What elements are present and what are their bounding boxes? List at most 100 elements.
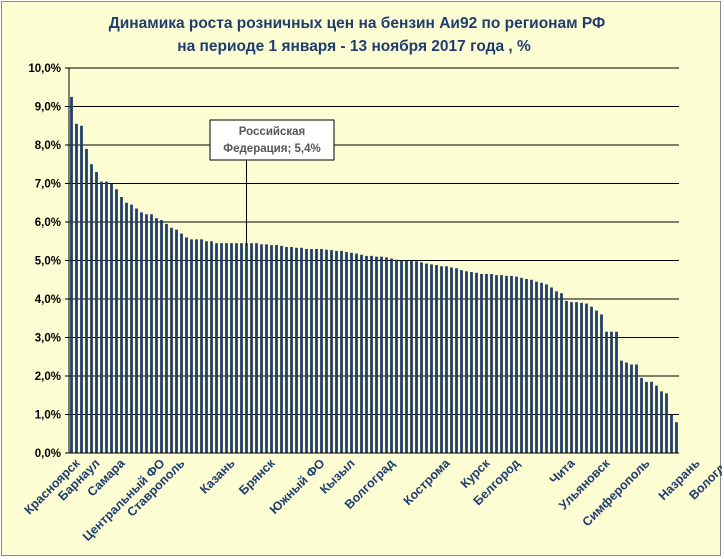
bar [245, 243, 248, 453]
bar [315, 248, 318, 453]
bar [470, 272, 473, 453]
bar [90, 164, 93, 453]
chart-title-line-1: Динамика роста розничных цен на бензин А… [109, 15, 606, 32]
bar [525, 278, 528, 453]
annotation-layer: Российская Федерация; 5,4% [209, 119, 335, 246]
bar [295, 247, 298, 453]
bar [670, 414, 673, 453]
y-tick-label: 8,0% [35, 140, 61, 152]
annotation-text: Российская [239, 126, 305, 138]
bar [420, 262, 423, 453]
bar [400, 260, 403, 453]
bar [650, 381, 653, 453]
bar [555, 291, 558, 453]
bar [510, 275, 513, 453]
bar [540, 282, 543, 453]
bar [235, 243, 238, 453]
y-tick-label: 7,0% [35, 179, 61, 191]
bar [155, 218, 158, 453]
bar [475, 272, 478, 453]
bar [405, 260, 408, 453]
axis-layer: 0,0% 1,0% 2,0% 3,0% 4,0% 5,0% 6,0% 7,0% 8,0% 9,0%… [28, 63, 679, 460]
y-tick-label: 10,0% [28, 63, 61, 75]
y-tick-label: 3,0% [35, 333, 61, 345]
bar [335, 250, 338, 453]
bar [230, 243, 233, 453]
bar [385, 257, 388, 453]
bar [660, 391, 663, 453]
y-tick-label: 2,0% [35, 371, 61, 383]
bar [225, 243, 228, 453]
bar [215, 243, 218, 453]
bar [145, 214, 148, 453]
bar [595, 310, 598, 453]
bar [440, 266, 443, 453]
bar [480, 273, 483, 453]
bar [360, 254, 363, 453]
bar [165, 223, 168, 453]
x-tick-label: Брянск [236, 456, 278, 498]
bar [140, 212, 143, 453]
y-tick-label: 0,0% [35, 448, 61, 460]
bar [205, 241, 208, 453]
x-tick-label: Казань [197, 456, 238, 497]
bar [255, 243, 258, 453]
bar [325, 249, 328, 453]
bar [305, 248, 308, 453]
bar [120, 196, 123, 453]
bar [200, 239, 203, 453]
bar [285, 247, 288, 453]
bar [330, 250, 333, 453]
bar [135, 208, 138, 453]
bar [515, 276, 518, 453]
bar [85, 148, 88, 453]
bar [575, 302, 578, 453]
bar [640, 377, 643, 453]
bar [350, 252, 353, 453]
bar [265, 244, 268, 453]
bar [300, 247, 303, 453]
y-tick-label: 9,0% [35, 102, 61, 114]
bar [500, 275, 503, 453]
bar [615, 331, 618, 453]
bar [605, 331, 608, 453]
bar [550, 287, 553, 453]
bar [240, 243, 243, 453]
bar [180, 233, 183, 453]
bar [290, 247, 293, 453]
bar [465, 271, 468, 453]
bar [185, 237, 188, 453]
bar [625, 362, 628, 453]
chart-title-line-2: на периоде 1 января - 13 ноября 2017 год… [177, 38, 531, 55]
bar [410, 260, 413, 453]
bar [110, 183, 113, 453]
bar [425, 263, 428, 453]
bar [665, 393, 668, 453]
bar [150, 214, 153, 453]
bar [95, 171, 98, 453]
bar [490, 273, 493, 453]
bar [75, 123, 78, 453]
bar [610, 331, 613, 453]
bar [505, 275, 508, 453]
bar [260, 244, 263, 453]
y-tick-label: 4,0% [35, 294, 61, 306]
bar [635, 364, 638, 453]
y-tick-label: 5,0% [35, 256, 61, 268]
bar [170, 227, 173, 453]
bar [365, 255, 368, 453]
bar [130, 204, 133, 453]
bar [530, 279, 533, 453]
bar [450, 267, 453, 453]
bar [80, 125, 83, 453]
annotation-text: Федерация; 5,4% [223, 143, 320, 155]
y-tick-label: 1,0% [35, 410, 61, 422]
bar [125, 202, 128, 453]
bar [580, 302, 583, 453]
x-tick-label: Кострома [401, 455, 454, 508]
bar [345, 252, 348, 453]
bar [390, 258, 393, 453]
